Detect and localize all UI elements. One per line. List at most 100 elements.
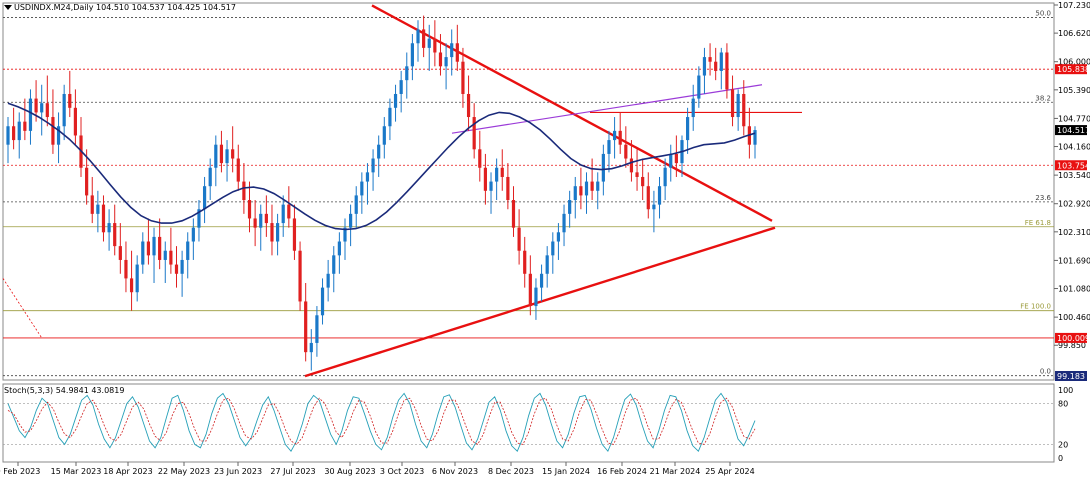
date-tick-label: 27 Jul 2023 xyxy=(270,467,315,476)
candle-body xyxy=(657,186,662,205)
candle-body xyxy=(601,153,605,182)
candle-body xyxy=(590,181,594,191)
date-tick-label: 8 Dec 2023 xyxy=(488,467,534,476)
candle-body xyxy=(663,167,667,187)
candle-body xyxy=(382,126,386,145)
candle-body xyxy=(573,186,577,201)
stoch-panel-frame xyxy=(2,383,1055,463)
dropdown-triangle-icon[interactable] xyxy=(4,5,12,10)
candle-body xyxy=(197,209,201,228)
date-tick-label: 3 Oct 2023 xyxy=(380,467,424,476)
price-label-text: 100.009 xyxy=(1057,334,1090,343)
candle-body xyxy=(360,181,364,196)
date-axis: 9 Feb 2023 15 Mar 2023 18 Apr 2023 22 May 2… xyxy=(0,462,755,476)
candle-body xyxy=(641,176,645,187)
candle-body xyxy=(12,126,16,141)
candle-body xyxy=(186,241,190,260)
candle-body xyxy=(40,103,44,113)
candle-body xyxy=(674,153,678,164)
chart-frame xyxy=(2,2,1055,463)
candle-body xyxy=(725,52,729,90)
symbol-title: USDINDX.M24,Daily 104.510 104.537 104.42… xyxy=(14,3,236,12)
candle-body xyxy=(416,29,420,44)
candle-body xyxy=(118,246,122,260)
date-tick-label: 21 Mar 2024 xyxy=(650,467,701,476)
candle-body xyxy=(562,213,566,233)
candle-body xyxy=(343,227,347,242)
candle-body xyxy=(405,66,409,81)
stoch-signal-line xyxy=(7,397,756,445)
candle-body xyxy=(264,213,268,224)
candle-body xyxy=(714,61,718,71)
price-tick-label: 100.460 xyxy=(1058,313,1090,322)
candle-body xyxy=(669,153,673,168)
candle-body xyxy=(455,43,459,62)
candle-body xyxy=(444,57,448,67)
stoch-title: Stoch(5,3,3) 54.9841 43.0819 xyxy=(4,386,125,395)
stochastic-panel: 100 80 20 0 xyxy=(3,386,1073,463)
candle-body xyxy=(500,167,504,177)
candle-body xyxy=(495,167,499,182)
candle-body xyxy=(85,167,89,196)
candle-body xyxy=(315,315,319,343)
candle-body xyxy=(551,241,555,256)
candle-body xyxy=(259,213,263,228)
candle-body xyxy=(517,227,521,251)
candle-body xyxy=(422,29,426,48)
candle-body xyxy=(90,195,94,214)
candle-body xyxy=(191,227,195,242)
candle-body xyxy=(472,117,476,150)
price-label-text: 103.754 xyxy=(1057,161,1090,170)
date-tick-label: 30 Aug 2023 xyxy=(324,467,375,476)
candle-body xyxy=(410,43,414,67)
candle-body xyxy=(652,204,656,210)
price-label-box xyxy=(1055,332,1087,343)
candle-body xyxy=(281,204,285,224)
price-tick-label: 99.850 xyxy=(1058,341,1086,350)
candle-body xyxy=(169,250,173,265)
candle-body xyxy=(225,149,229,164)
candle-body xyxy=(253,218,257,228)
candle-body xyxy=(17,121,21,141)
candle-body xyxy=(107,223,111,233)
date-tick-label: 23 Jun 2023 xyxy=(214,467,262,476)
price-tick-label: 102.920 xyxy=(1058,200,1090,209)
candle-body xyxy=(461,61,465,94)
candle-body xyxy=(208,167,212,187)
candle-body xyxy=(68,93,72,108)
candle-body xyxy=(101,204,106,233)
stoch-main-line xyxy=(7,392,756,453)
candle-body xyxy=(124,259,128,279)
candle-body xyxy=(568,200,572,214)
candle-body xyxy=(214,144,218,168)
date-tick-label: 16 Feb 2024 xyxy=(597,467,647,476)
stoch-level-label: 80 xyxy=(1058,400,1068,409)
candle-body xyxy=(6,126,10,145)
candle-body xyxy=(545,255,549,274)
candle-body xyxy=(433,38,437,53)
price-tick-label: 105.390 xyxy=(1058,86,1090,95)
candle-body xyxy=(292,218,297,251)
candle-body xyxy=(596,181,600,191)
candle-body xyxy=(478,149,482,168)
candle-body xyxy=(579,186,583,196)
dotted-guide-line xyxy=(2,278,43,339)
candle-body xyxy=(399,80,403,94)
candle-body xyxy=(113,223,117,247)
level-label: 23.6 xyxy=(1035,194,1051,202)
candle-body xyxy=(163,250,167,260)
descending-trendline xyxy=(371,4,773,222)
candle-body xyxy=(158,236,162,260)
price-tick-label: 104.770 xyxy=(1058,114,1090,123)
candle-body xyxy=(231,149,235,159)
candle-body xyxy=(354,195,358,214)
candle-body xyxy=(646,186,650,210)
date-tick-label: 15 Mar 2023 xyxy=(51,467,102,476)
candle-body xyxy=(388,107,392,127)
stoch-level-label: 20 xyxy=(1058,440,1068,449)
price-tick-label: 101.080 xyxy=(1058,285,1090,294)
moving-average xyxy=(7,102,756,231)
candle-body xyxy=(635,172,639,177)
candle-body xyxy=(96,204,100,214)
candle-body xyxy=(326,273,330,288)
